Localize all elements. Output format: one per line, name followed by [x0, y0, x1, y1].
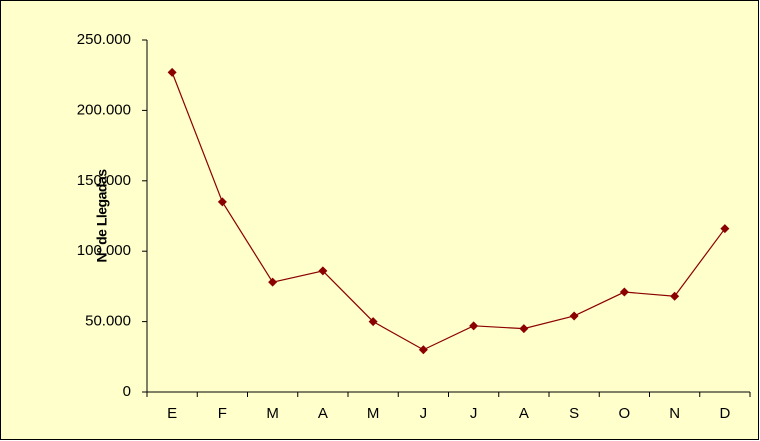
data-point [720, 224, 730, 234]
data-point [268, 277, 278, 287]
x-tick-label: M [266, 405, 279, 422]
data-point [418, 345, 428, 355]
x-tick-label: N [669, 405, 680, 422]
data-point [519, 324, 529, 334]
y-tick-label: 250.000 [77, 31, 131, 48]
y-tick-label: 150.000 [77, 172, 131, 189]
x-tick-label: A [519, 405, 529, 422]
x-tick-label: F [218, 405, 227, 422]
y-tick-label: 200.000 [77, 101, 131, 118]
data-point [217, 197, 227, 207]
x-tick-label: M [367, 405, 380, 422]
y-axis-title: Nº de Llegadas [94, 169, 110, 263]
x-tick-label: J [420, 405, 428, 422]
series-line [171, 72, 726, 351]
data-point [318, 266, 328, 276]
x-tick-label: S [569, 405, 579, 422]
y-tick-label: 100.000 [77, 242, 131, 259]
data-point [167, 67, 177, 77]
data-point [619, 287, 629, 297]
y-tick-label: 50.000 [85, 313, 131, 330]
data-point [469, 321, 479, 331]
data-point [569, 311, 579, 321]
x-tick-label: J [470, 405, 478, 422]
y-tick-label: 0 [123, 383, 131, 400]
data-point [368, 317, 378, 327]
data-point [670, 291, 680, 301]
x-tick-label: D [719, 405, 730, 422]
x-tick-label: A [318, 405, 328, 422]
x-tick-label: E [167, 405, 177, 422]
x-tick-label: O [619, 405, 631, 422]
